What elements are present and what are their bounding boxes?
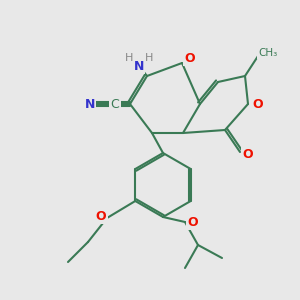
Text: N: N (134, 59, 144, 73)
Text: H: H (145, 53, 153, 63)
Text: C: C (111, 98, 119, 110)
Text: O: O (188, 215, 198, 229)
Text: H: H (125, 53, 133, 63)
Text: CH₃: CH₃ (258, 48, 278, 58)
Text: O: O (96, 209, 106, 223)
Text: O: O (243, 148, 253, 161)
Text: O: O (185, 52, 195, 64)
Text: O: O (253, 98, 263, 110)
Text: N: N (85, 98, 95, 110)
